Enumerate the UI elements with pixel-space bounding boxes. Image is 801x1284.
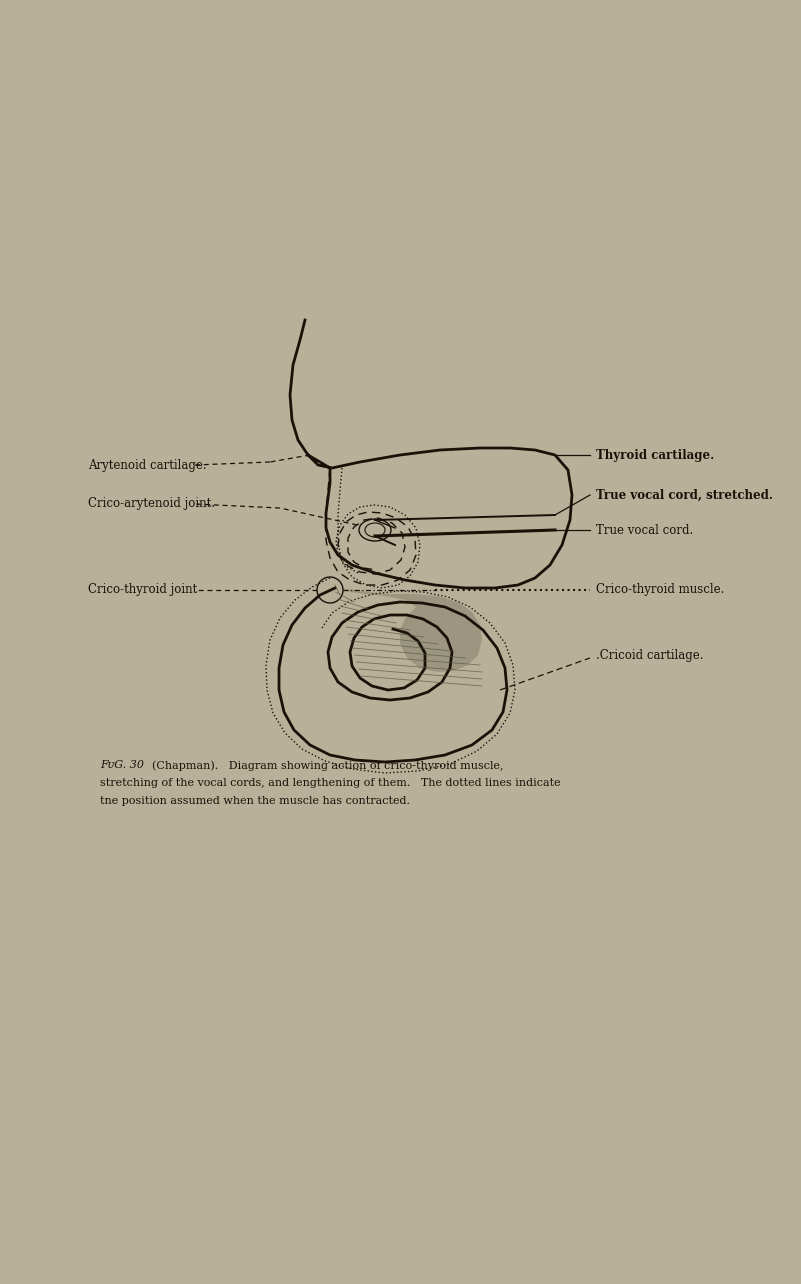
Text: Arytenoid cartilage.: Arytenoid cartilage. <box>88 458 207 471</box>
Text: True vocal cord, stretched.: True vocal cord, stretched. <box>596 488 773 502</box>
Text: stretching of the vocal cords, and lengthening of them.   The dotted lines indic: stretching of the vocal cords, and lengt… <box>100 778 561 788</box>
Ellipse shape <box>365 523 385 537</box>
Text: FᴜG. 30: FᴜG. 30 <box>100 760 144 770</box>
Text: Thyroid cartilage.: Thyroid cartilage. <box>596 448 714 461</box>
Circle shape <box>317 577 343 603</box>
Text: Crico-arytenoid joint.: Crico-arytenoid joint. <box>88 497 215 511</box>
Polygon shape <box>335 588 482 672</box>
Text: Crico-thyroid joint: Crico-thyroid joint <box>88 583 197 597</box>
Text: Crico-thyroid muscle.: Crico-thyroid muscle. <box>596 583 724 597</box>
Text: tne position assumed when the muscle has contracted.: tne position assumed when the muscle has… <box>100 796 410 806</box>
Ellipse shape <box>359 519 391 541</box>
Text: (Chapman).   Diagram showing action of crico-thyroid muscle,: (Chapman). Diagram showing action of cri… <box>152 760 504 770</box>
Text: True vocal cord.: True vocal cord. <box>596 524 693 537</box>
Text: .Cricoid cartilage.: .Cricoid cartilage. <box>596 648 703 661</box>
